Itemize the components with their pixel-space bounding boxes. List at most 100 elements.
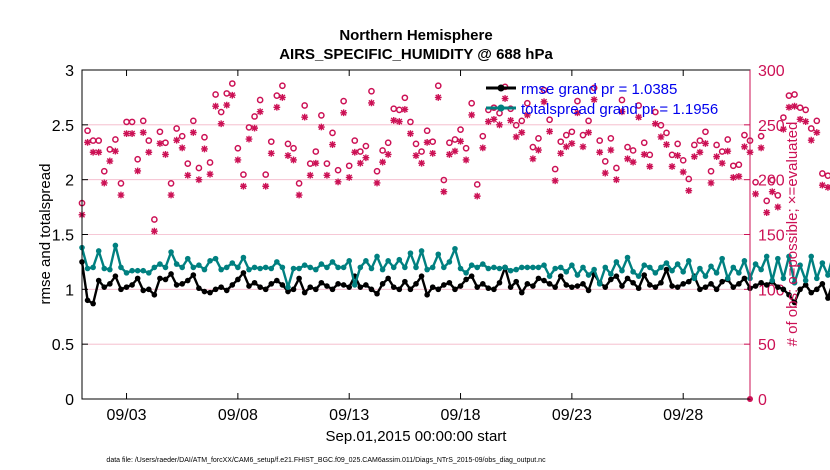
obs-evaluated-marker xyxy=(507,117,515,124)
obs-evaluated-marker xyxy=(395,118,403,125)
rmse-point xyxy=(463,276,469,283)
totalspread-point xyxy=(223,264,230,271)
obs-possible-marker xyxy=(824,172,830,180)
rmse-point xyxy=(530,283,536,289)
totalspread-point xyxy=(819,260,826,266)
obs-evaluated-marker xyxy=(106,157,114,165)
totalspread-point xyxy=(318,261,325,267)
totalspread-point xyxy=(463,270,469,276)
rmse-point xyxy=(619,283,625,289)
totalspread-point xyxy=(719,255,725,262)
obs-evaluated-marker xyxy=(780,125,787,133)
obs-evaluated-marker xyxy=(618,108,626,116)
obs-evaluated-marker xyxy=(240,182,247,190)
rmse-point xyxy=(802,282,809,288)
rmse-point xyxy=(736,281,742,287)
totalspread-point xyxy=(279,264,286,271)
rmse-point xyxy=(797,286,803,293)
obs-evaluated-marker xyxy=(295,191,303,199)
totalspread-point xyxy=(518,264,525,271)
rmse-point xyxy=(240,270,247,276)
obs-possible-marker xyxy=(384,139,392,147)
totalspread-point xyxy=(585,272,592,278)
obs-possible-marker xyxy=(123,118,130,126)
obs-possible-marker xyxy=(579,131,587,139)
obs-evaluated-marker xyxy=(752,190,759,198)
totalspread-point xyxy=(563,268,570,275)
obs-evaluated-marker xyxy=(290,156,297,164)
rmse-point xyxy=(368,286,375,293)
obs-evaluated-marker xyxy=(457,137,464,145)
totalspread-point xyxy=(474,264,481,271)
rmse-point xyxy=(290,286,297,293)
totalspread-point xyxy=(207,258,213,264)
obs-possible-marker xyxy=(540,86,548,94)
rmse-point xyxy=(379,281,386,287)
obs-possible-marker xyxy=(763,197,771,205)
obs-evaluated-marker xyxy=(112,147,119,155)
obs-possible-marker xyxy=(529,143,537,151)
x-tick-label: 09/08 xyxy=(218,407,258,424)
obs-possible-marker xyxy=(95,137,103,144)
rmse-point xyxy=(396,286,403,293)
rmse-point xyxy=(557,273,564,279)
obs-evaluated-marker xyxy=(768,188,776,196)
totalspread-point xyxy=(307,264,314,271)
totalspread-point xyxy=(290,265,297,272)
rmse-point xyxy=(413,281,419,287)
obs-evaluated-marker xyxy=(189,129,197,136)
obs-possible-marker xyxy=(663,129,670,137)
obs-evaluated-marker xyxy=(162,151,169,158)
rmse-point xyxy=(335,281,341,287)
obs-possible-marker xyxy=(557,138,565,146)
totalspread-point xyxy=(647,264,653,271)
series-lines xyxy=(79,242,830,307)
obs-evaluated-marker xyxy=(267,149,275,157)
obs-evaluated-marker xyxy=(663,141,670,148)
totalspread-point xyxy=(652,270,659,276)
obs-evaluated-marker xyxy=(150,227,158,235)
rmse-point xyxy=(301,289,308,296)
obs-possible-marker xyxy=(518,117,526,125)
obs-evaluated-marker xyxy=(256,108,264,116)
totalspread-point xyxy=(251,264,258,271)
obs-possible-marker xyxy=(223,90,231,97)
rmse-point xyxy=(357,284,364,290)
obs-possible-marker xyxy=(679,156,687,164)
obs-possible-marker xyxy=(707,167,715,175)
obs-possible-marker xyxy=(668,151,676,159)
obs-evaluated-marker xyxy=(557,149,565,157)
obs-evaluated-marker xyxy=(356,159,364,167)
obs-possible-marker xyxy=(613,164,620,172)
rmse-point xyxy=(329,286,336,293)
rmse-point xyxy=(184,277,191,284)
totalspread-point xyxy=(357,264,364,271)
totalspread-point xyxy=(301,262,308,269)
rmse-point xyxy=(719,278,725,285)
obs-possible-marker xyxy=(752,178,759,186)
obs-evaluated-marker xyxy=(95,148,103,156)
rmse-point xyxy=(786,292,792,298)
obs-evaluated-marker xyxy=(490,115,498,123)
obs-evaluated-marker xyxy=(585,129,592,136)
legend-rmse-marker xyxy=(497,84,505,92)
obs-possible-marker xyxy=(134,155,142,163)
rmse-point xyxy=(485,285,492,292)
obs-evaluated-marker xyxy=(785,103,793,111)
totalspread-point xyxy=(613,259,620,265)
obs-possible-marker xyxy=(674,140,681,148)
rmse-point xyxy=(663,266,670,273)
obs-possible-marker xyxy=(112,136,119,143)
obs-possible-marker xyxy=(813,117,821,125)
obs-evaluated-marker xyxy=(184,171,192,179)
obs-possible-marker xyxy=(351,137,359,144)
rmse-point xyxy=(363,282,369,288)
obs-possible-marker xyxy=(139,117,147,125)
totalspread-point xyxy=(285,284,291,290)
obs-evaluated-marker xyxy=(529,155,537,163)
rmse-point xyxy=(112,273,119,279)
totalspread-point xyxy=(552,265,558,272)
obs-possible-marker xyxy=(802,106,810,114)
rmse-point xyxy=(179,281,185,287)
rmse-point xyxy=(608,276,614,283)
